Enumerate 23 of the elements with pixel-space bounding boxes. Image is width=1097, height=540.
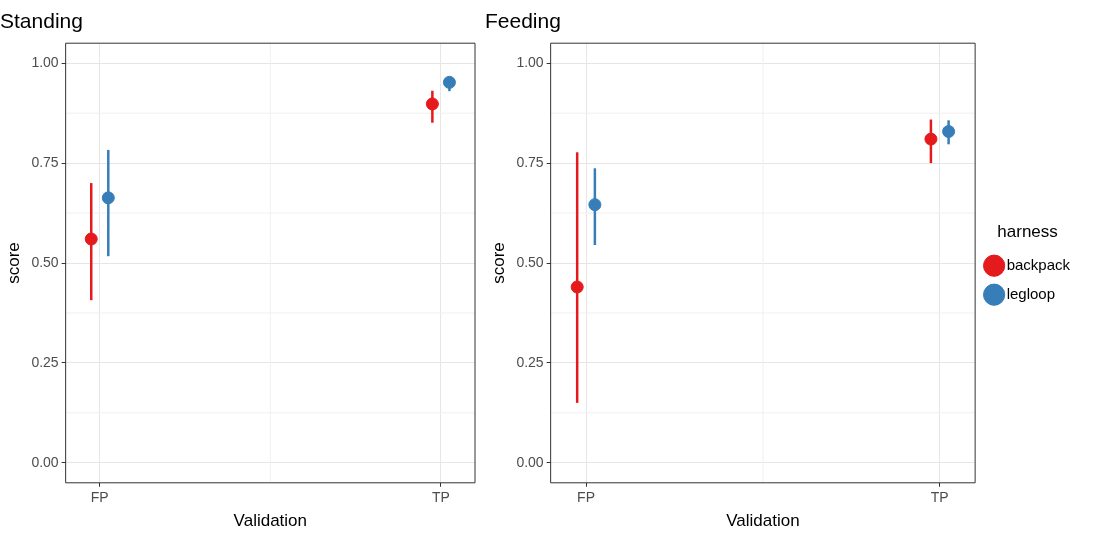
y-tick-label: 1.00 xyxy=(516,54,544,71)
legend-title: harness xyxy=(997,221,1058,241)
y-tick-label: 0.25 xyxy=(31,353,59,370)
x-tick-label: FP xyxy=(577,489,595,506)
x-tick-label: TP xyxy=(431,489,450,506)
y-tick-label: 0.50 xyxy=(516,253,544,270)
legend-label: backpack xyxy=(1006,255,1071,273)
y-tick-label: 1.00 xyxy=(31,54,59,71)
y-axis-title: score xyxy=(488,242,508,284)
chart-title: Feeding xyxy=(485,9,561,33)
x-tick-label: FP xyxy=(90,489,109,506)
y-axis-title: score xyxy=(3,242,23,284)
y-tick-label: 0.75 xyxy=(31,153,59,170)
x-axis-title: Validation xyxy=(726,511,800,531)
x-tick-label: TP xyxy=(930,489,949,506)
y-tick-label: 0.00 xyxy=(31,453,59,470)
y-tick-label: 0.00 xyxy=(516,453,544,470)
y-tick-label: 0.25 xyxy=(516,353,544,370)
chart-title: Standing xyxy=(0,9,83,33)
x-axis-title: Validation xyxy=(233,511,308,531)
y-tick-label: 0.75 xyxy=(516,153,544,170)
legend-label: legloop xyxy=(1006,284,1056,302)
y-tick-label: 0.50 xyxy=(31,253,59,270)
